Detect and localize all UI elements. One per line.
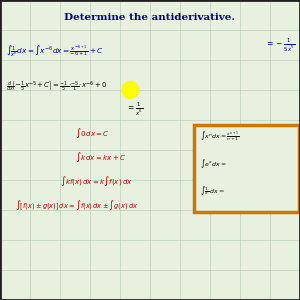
- Text: $\int kf(x)\,dx = k\int f(x)\,dx$: $\int kf(x)\,dx = k\int f(x)\,dx$: [60, 175, 133, 188]
- Text: Determine the antiderivative.: Determine the antiderivative.: [64, 14, 236, 22]
- Text: $\int e^x dx =$: $\int e^x dx =$: [200, 157, 226, 170]
- Text: $\int 0\,dx = C$: $\int 0\,dx = C$: [75, 127, 110, 140]
- FancyBboxPatch shape: [194, 124, 298, 212]
- Circle shape: [122, 82, 139, 98]
- Text: $\int \frac{1}{x}\,dx =$: $\int \frac{1}{x}\,dx =$: [200, 184, 224, 197]
- Text: $\int x^n dx = \frac{x^{n+1}}{n+1}$: $\int x^n dx = \frac{x^{n+1}}{n+1}$: [200, 130, 239, 143]
- Text: $\frac{d}{dx}\!\left[-\frac{1}{5}x^{-5}\!+C\right] = \frac{-1}{5}\!\cdot\!\frac{: $\frac{d}{dx}\!\left[-\frac{1}{5}x^{-5}\…: [6, 80, 108, 94]
- Text: $= -\frac{1}{5x^5}$: $= -\frac{1}{5x^5}$: [266, 36, 296, 54]
- Text: $\int [f(x)\pm g(x)]\,dx = \int f(x)\,dx \pm \int g(x)\,dx$: $\int [f(x)\pm g(x)]\,dx = \int f(x)\,dx…: [15, 199, 138, 212]
- Text: $= \frac{1}{x^6}$: $= \frac{1}{x^6}$: [126, 101, 143, 118]
- Text: $\int\!\frac{1}{x^6}dx = \int x^{-6}dx = \frac{x^{-6+1}}{-6+1}+C$: $\int\!\frac{1}{x^6}dx = \int x^{-6}dx =…: [6, 43, 104, 59]
- Text: $\int k\,dx = kx + C$: $\int k\,dx = kx + C$: [75, 151, 126, 164]
